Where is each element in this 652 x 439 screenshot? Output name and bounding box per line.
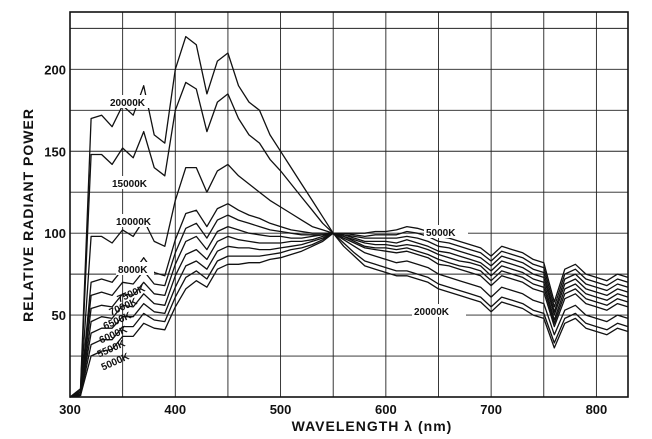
series-line-6000k bbox=[69, 232, 629, 398]
x-tick-label-800: 800 bbox=[586, 402, 608, 417]
label-bg-20000k bbox=[108, 95, 166, 108]
grid-layer bbox=[70, 12, 628, 397]
series-label-10000k: 10000K bbox=[116, 217, 152, 228]
curves-layer bbox=[69, 35, 629, 398]
x-tick-label-700: 700 bbox=[480, 402, 502, 417]
x-tick-label-600: 600 bbox=[375, 402, 397, 417]
x-axis-title: WAVELENGTH λ (nm) bbox=[292, 418, 453, 434]
label-bg-5000k-right bbox=[424, 225, 468, 238]
series-line-5000k bbox=[69, 225, 629, 398]
series-label-15000k: 15000K bbox=[112, 179, 148, 190]
series-label-20000k: 20000K bbox=[110, 98, 146, 109]
x-tick-label-300: 300 bbox=[59, 402, 81, 417]
x-tick-label-500: 500 bbox=[270, 402, 292, 417]
y-tick-label-200: 200 bbox=[44, 62, 66, 77]
x-tick-labels: 300 400 500 600 700 800 bbox=[59, 402, 607, 417]
label-bg-15000k bbox=[110, 176, 154, 189]
label-bg-8000k bbox=[116, 262, 154, 275]
series-line-7500k bbox=[69, 214, 629, 398]
plot-frame bbox=[69, 11, 629, 398]
series-line-8000k bbox=[69, 203, 629, 398]
series-label-5000k-right: 5000K bbox=[426, 228, 456, 239]
series-label-8000k: 8000K bbox=[118, 265, 148, 276]
y-tick-label-150: 150 bbox=[44, 144, 66, 159]
label-bg-20000k-right bbox=[412, 304, 466, 317]
x-tick-label-400: 400 bbox=[164, 402, 186, 417]
series-line-20000k bbox=[69, 35, 629, 398]
y-axis-title: RELATIVE RADIANT POWER bbox=[20, 108, 36, 322]
series-label-20000k-right: 20000K bbox=[414, 307, 450, 318]
series-line-15000k bbox=[69, 81, 629, 398]
series-line-6500k bbox=[69, 232, 629, 398]
label-bg-10000k bbox=[114, 214, 158, 227]
y-tick-labels: 50 100 150 200 bbox=[44, 62, 66, 323]
series-line-10000k bbox=[69, 163, 629, 398]
series-line-7000k bbox=[69, 225, 629, 398]
y-tick-label-100: 100 bbox=[44, 226, 66, 241]
series-line-5500k bbox=[69, 230, 629, 398]
y-tick-label-50: 50 bbox=[52, 308, 66, 323]
